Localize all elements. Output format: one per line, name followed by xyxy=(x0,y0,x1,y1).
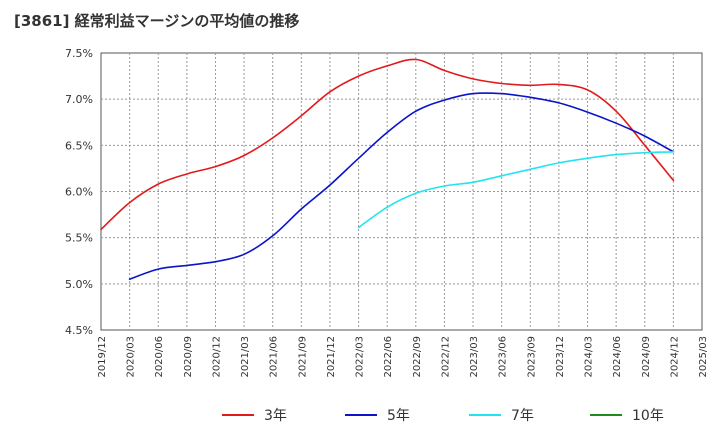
y-tick-label: 6.5% xyxy=(65,139,93,152)
y-tick-label: 5.5% xyxy=(65,232,93,245)
x-tick-label: 2021/06 xyxy=(269,336,280,378)
legend: 3年 5年 7年 10年 xyxy=(222,408,664,424)
series-line-2 xyxy=(357,151,675,229)
series-line-0 xyxy=(100,58,675,231)
x-tick-label: 2024/09 xyxy=(641,336,652,378)
x-tick-label: 2024/06 xyxy=(612,336,623,378)
x-tick-label: 2024/12 xyxy=(669,336,680,378)
legend-label-0: 3年 xyxy=(264,408,287,424)
y-tick-label: 7.5% xyxy=(65,47,93,60)
x-tick-label: 2022/12 xyxy=(440,336,451,378)
x-tick-label: 2019/12 xyxy=(97,336,108,378)
x-tick-label: 2022/09 xyxy=(412,336,423,378)
x-tick-label: 2022/03 xyxy=(355,336,366,378)
y-tick-label: 4.5% xyxy=(65,324,93,337)
y-tick-label: 5.0% xyxy=(65,278,93,291)
x-tick-label: 2021/03 xyxy=(240,336,251,378)
legend-label-1: 5年 xyxy=(387,408,410,424)
x-tick-label: 2025/03 xyxy=(698,336,709,378)
y-tick-label: 7.0% xyxy=(65,93,93,106)
x-tick-label: 2020/06 xyxy=(154,336,165,378)
x-tick-label: 2023/06 xyxy=(498,336,509,378)
x-tick-label: 2021/09 xyxy=(297,336,308,378)
legend-label-3: 10年 xyxy=(632,408,664,424)
y-tick-label: 6.0% xyxy=(65,186,93,199)
grid-layer xyxy=(100,52,703,331)
axis-layer: 7.5% 7.0% 6.5% 6.0% 5.5% 5.0% 4.5% 2019/12 2020/… xyxy=(65,47,709,378)
series-layer xyxy=(100,58,675,280)
x-tick-label: 2020/12 xyxy=(211,336,222,378)
x-tick-label: 2022/06 xyxy=(383,336,394,378)
x-tick-label: 2023/09 xyxy=(526,336,537,378)
x-tick-label: 2023/12 xyxy=(555,336,566,378)
legend-label-2: 7年 xyxy=(511,408,534,424)
x-tick-label: 2020/09 xyxy=(183,336,194,378)
x-tick-label: 2024/03 xyxy=(584,336,595,378)
x-tick-label: 2020/03 xyxy=(126,336,137,378)
x-tick-label: 2023/03 xyxy=(469,336,480,378)
series-line-1 xyxy=(128,92,675,280)
chart-title: [3861] 経常利益マージンの平均値の推移 xyxy=(14,12,300,30)
x-tick-label: 2021/12 xyxy=(326,336,337,378)
